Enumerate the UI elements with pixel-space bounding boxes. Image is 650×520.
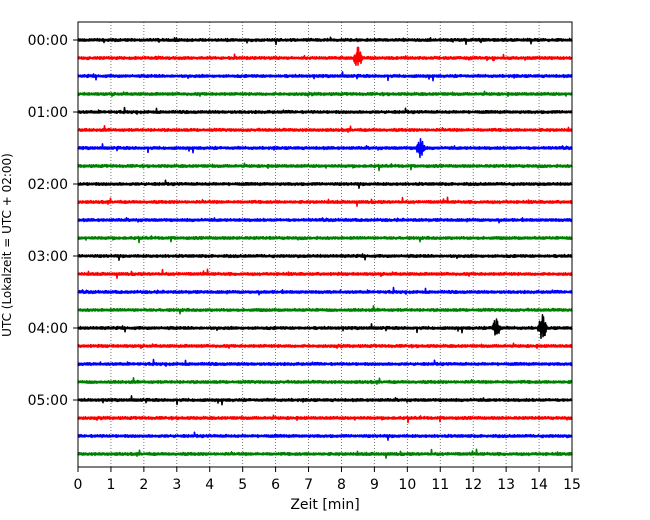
- trace-0215: [77, 196, 573, 207]
- trace-0030: [77, 71, 573, 82]
- trace-0415: [77, 342, 573, 349]
- x-tick-label: 9: [370, 477, 379, 493]
- trace-0115: [77, 125, 573, 133]
- trace-0145: [77, 162, 573, 172]
- x-tick-label: 13: [497, 477, 515, 493]
- y-tick-label: 03:00: [28, 249, 68, 265]
- trace-0130: [77, 137, 573, 159]
- y-tick-label: 01:00: [28, 105, 68, 121]
- trace-0430: [77, 358, 573, 367]
- y-axis-label: UTC (Lokalzeit = UTC + 02:00): [0, 153, 14, 337]
- y-tick-label: 02:00: [28, 177, 68, 193]
- trace-0330: [77, 286, 573, 296]
- trace-0445: [77, 377, 573, 385]
- trace-0000: [77, 36, 573, 46]
- trace-0230: [77, 217, 573, 224]
- trace-layer: [77, 36, 573, 459]
- x-tick-label: 2: [139, 477, 148, 493]
- trace-0300: [77, 253, 573, 261]
- y-axis-ticks: 00:00 01:00 02:00 03:00 04:00 05:00: [28, 33, 78, 409]
- trace-0015: [77, 46, 573, 67]
- x-tick-label: 12: [464, 477, 482, 493]
- x-tick-label: 14: [530, 477, 548, 493]
- x-tick-label: 15: [563, 477, 581, 493]
- y-tick-label: 04:00: [28, 321, 68, 337]
- trace-0200: [77, 179, 573, 189]
- trace-0315: [77, 268, 573, 279]
- x-tick-label: 11: [431, 477, 449, 493]
- x-tick-label: 10: [398, 477, 416, 493]
- x-tick-label: 8: [337, 477, 346, 493]
- trace-0530: [77, 431, 573, 441]
- trace-0400: [77, 314, 573, 340]
- x-tick-label: 0: [74, 477, 83, 493]
- plot-frame: [77, 21, 573, 468]
- trace-0100: [77, 106, 573, 115]
- x-tick-label: 3: [172, 477, 181, 493]
- x-tick-label: 5: [238, 477, 247, 493]
- trace-0545: [77, 448, 573, 459]
- x-axis-label: Zeit [min]: [290, 497, 359, 513]
- trace-0500: [77, 395, 573, 406]
- trace-0345: [77, 305, 573, 315]
- trace-0045: [77, 90, 573, 97]
- x-tick-label: 1: [106, 477, 115, 493]
- x-tick-label: 4: [205, 477, 214, 493]
- trace-0245: [77, 235, 573, 244]
- y-tick-label: 05:00: [28, 393, 68, 409]
- x-tick-label: 6: [271, 477, 280, 493]
- x-tick-label: 7: [304, 477, 313, 493]
- grid-layer: [110, 22, 540, 467]
- y-tick-label: 00:00: [28, 33, 68, 49]
- x-axis-ticks: 0 1 2 3 4 5 6 7 8 9 10 11 12 13 14 15: [74, 467, 581, 493]
- trace-0515: [77, 414, 573, 424]
